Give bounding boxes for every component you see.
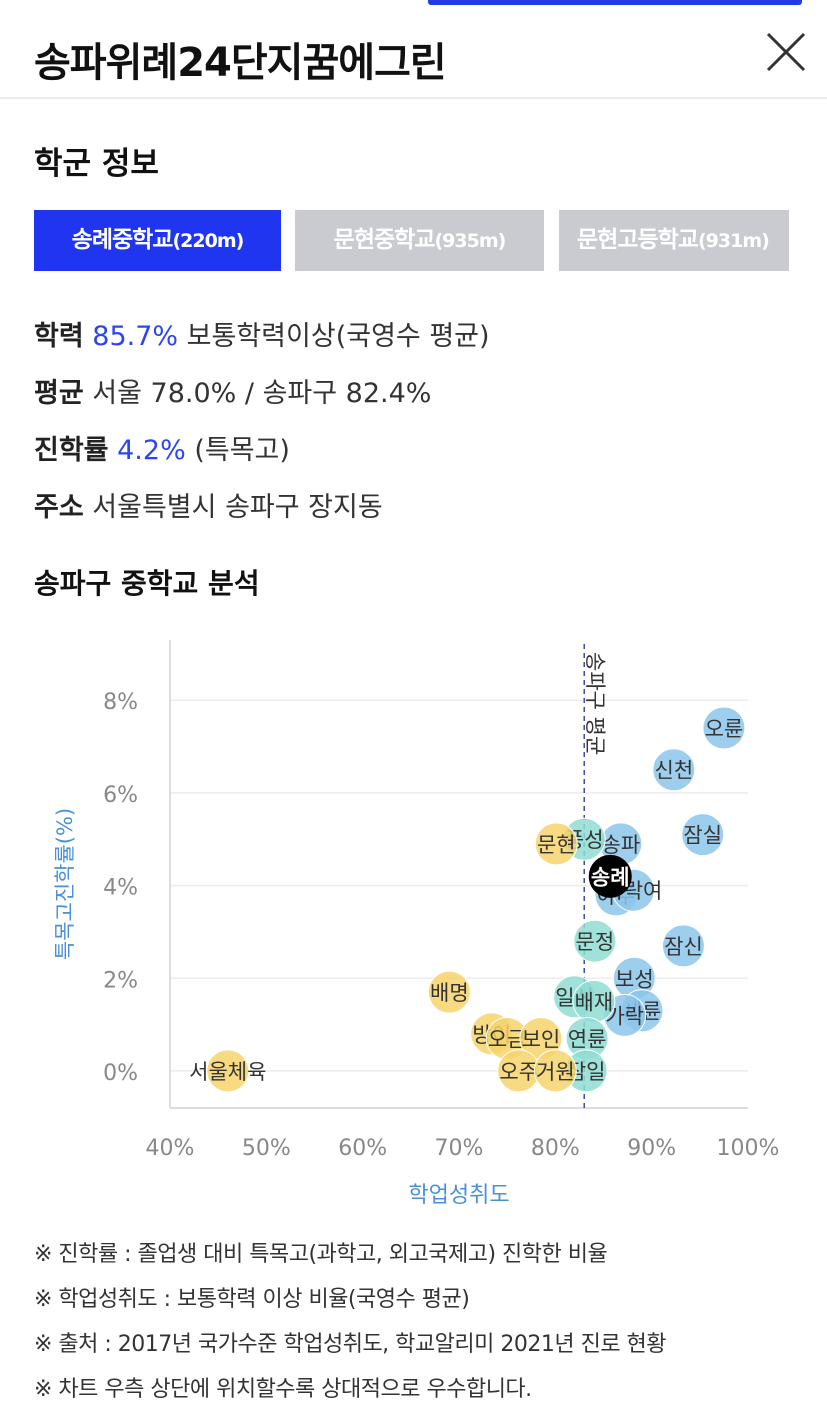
y-tick-label: 2% bbox=[103, 968, 138, 993]
data-point-label: 배재 bbox=[575, 990, 614, 1014]
x-tick-label: 40% bbox=[146, 1136, 195, 1161]
x-axis-label: 학업성취도 bbox=[408, 1183, 509, 1208]
data-point-label: 송례 bbox=[591, 865, 630, 889]
advancement-value: 4.2% bbox=[117, 435, 186, 466]
achievement-desc: 보통학력이상(국영수 평균) bbox=[186, 321, 490, 352]
achievement-value: 85.7% bbox=[92, 321, 179, 352]
close-icon bbox=[766, 32, 806, 72]
top-accent-bar bbox=[428, 0, 802, 5]
data-point bbox=[652, 748, 696, 792]
data-point-label: 오륜 bbox=[705, 717, 744, 741]
data-point-label: 오주 bbox=[499, 1060, 538, 1084]
advancement-desc: (특목고) bbox=[194, 435, 290, 466]
data-point-label: 보인 bbox=[522, 1027, 561, 1051]
data-point bbox=[534, 822, 578, 866]
advancement-label: 진학률 bbox=[34, 435, 109, 466]
scatter-chart: 0% 2% 4% 6% 8% 40% 50% 60% 70% 80% 90% 100% 학업성취도 특목고… bbox=[53, 640, 780, 1208]
data-point bbox=[681, 813, 725, 857]
achievement-label: 학력 bbox=[34, 321, 84, 352]
footnote: ※ 학업성취도 : 보통학력 이상 비율(국영수 평균) bbox=[34, 1287, 470, 1312]
average-label: 평균 bbox=[34, 378, 84, 409]
address-label: 주소 bbox=[34, 492, 84, 523]
y-tick-label: 8% bbox=[103, 690, 138, 715]
address-text: 서울특별시 송파구 장지동 bbox=[92, 492, 383, 523]
tab-school-3-distance: (931m) bbox=[697, 230, 770, 252]
x-tick-label: 60% bbox=[338, 1136, 387, 1161]
data-point bbox=[206, 1049, 250, 1093]
data-point-label: 보성 bbox=[615, 967, 654, 991]
school-tabs: 송례중학교(220m) 문현중학교(935m) 문현고등학교(931m) bbox=[34, 210, 789, 271]
data-point-label: 연륜 bbox=[568, 1027, 607, 1051]
data-point bbox=[427, 970, 471, 1014]
data-point-label: 문정 bbox=[576, 930, 615, 954]
footnote: ※ 차트 우측 상단에 위치할수록 상대적으로 우수합니다. bbox=[34, 1377, 532, 1402]
y-tick-label: 6% bbox=[103, 783, 138, 808]
data-point bbox=[533, 1049, 577, 1093]
x-tick-label: 50% bbox=[242, 1136, 291, 1161]
y-tick-label: 4% bbox=[103, 876, 138, 901]
data-point-label: 서울체육 bbox=[189, 1060, 266, 1084]
y-tick-label: 0% bbox=[103, 1061, 138, 1086]
data-point-label: 배명 bbox=[430, 981, 469, 1005]
panel-header: 송파위례24단지꿈에그린 bbox=[0, 0, 827, 99]
data-point-label: 문현 bbox=[537, 833, 576, 857]
data-point bbox=[661, 924, 705, 968]
y-axis-label: 특목고진학률(%) bbox=[53, 808, 77, 960]
tab-school-2-name: 문현중학교 bbox=[333, 227, 436, 253]
data-point bbox=[588, 854, 632, 898]
x-tick-label: 100% bbox=[717, 1136, 780, 1161]
data-point-label: 거원 bbox=[536, 1060, 575, 1084]
footnotes: ※ 진학률 : 졸업생 대비 특목고(과학고, 외고국제고) 진학한 비율 ※ … bbox=[34, 1240, 667, 1420]
x-tick-label: 90% bbox=[627, 1136, 676, 1161]
reference-line-label: 송파구 평균 bbox=[583, 652, 607, 755]
tab-school-1-name: 송례중학교 bbox=[71, 227, 174, 253]
tab-school-1[interactable]: 송례중학교(220m) bbox=[34, 210, 281, 271]
footnote: ※ 진학률 : 졸업생 대비 특목고(과학고, 외고국제고) 진학한 비율 bbox=[34, 1242, 608, 1267]
tab-school-3-name: 문현고등학교 bbox=[577, 227, 699, 253]
data-point-label: 가락 bbox=[605, 1004, 644, 1028]
page-title: 송파위례24단지꿈에그린 bbox=[34, 40, 447, 86]
x-tick-label: 80% bbox=[531, 1136, 580, 1161]
x-tick-label: 70% bbox=[435, 1136, 484, 1161]
info-achievement: 학력 85.7% 보통학력이상(국영수 평균) bbox=[34, 314, 490, 353]
tab-school-3[interactable]: 문현고등학교(931m) bbox=[559, 210, 789, 271]
data-point-label: 잠신 bbox=[664, 935, 703, 959]
footnote: ※ 출처 : 2017년 국가수준 학업성취도, 학교알리미 2021년 진로 … bbox=[34, 1332, 667, 1357]
tab-school-1-distance: (220m) bbox=[172, 230, 244, 252]
info-advancement: 진학률 4.2% (특목고) bbox=[34, 428, 290, 467]
close-button[interactable] bbox=[764, 30, 808, 74]
info-address: 주소 서울특별시 송파구 장지동 bbox=[34, 485, 383, 524]
tab-school-2[interactable]: 문현중학교(935m) bbox=[295, 210, 544, 271]
data-point-label: 잠실 bbox=[683, 824, 722, 848]
section-title: 학군 정보 bbox=[34, 146, 159, 182]
tab-school-2-distance: (935m) bbox=[434, 230, 506, 252]
chart-title: 송파구 중학교 분석 bbox=[34, 567, 260, 600]
data-point bbox=[573, 919, 617, 963]
average-text: 서울 78.0% / 송파구 82.4% bbox=[92, 378, 432, 409]
data-point bbox=[702, 706, 746, 750]
data-point-label: 신천 bbox=[655, 759, 694, 783]
info-average: 평균 서울 78.0% / 송파구 82.4% bbox=[34, 371, 431, 410]
data-point-label: 송파 bbox=[602, 833, 641, 857]
